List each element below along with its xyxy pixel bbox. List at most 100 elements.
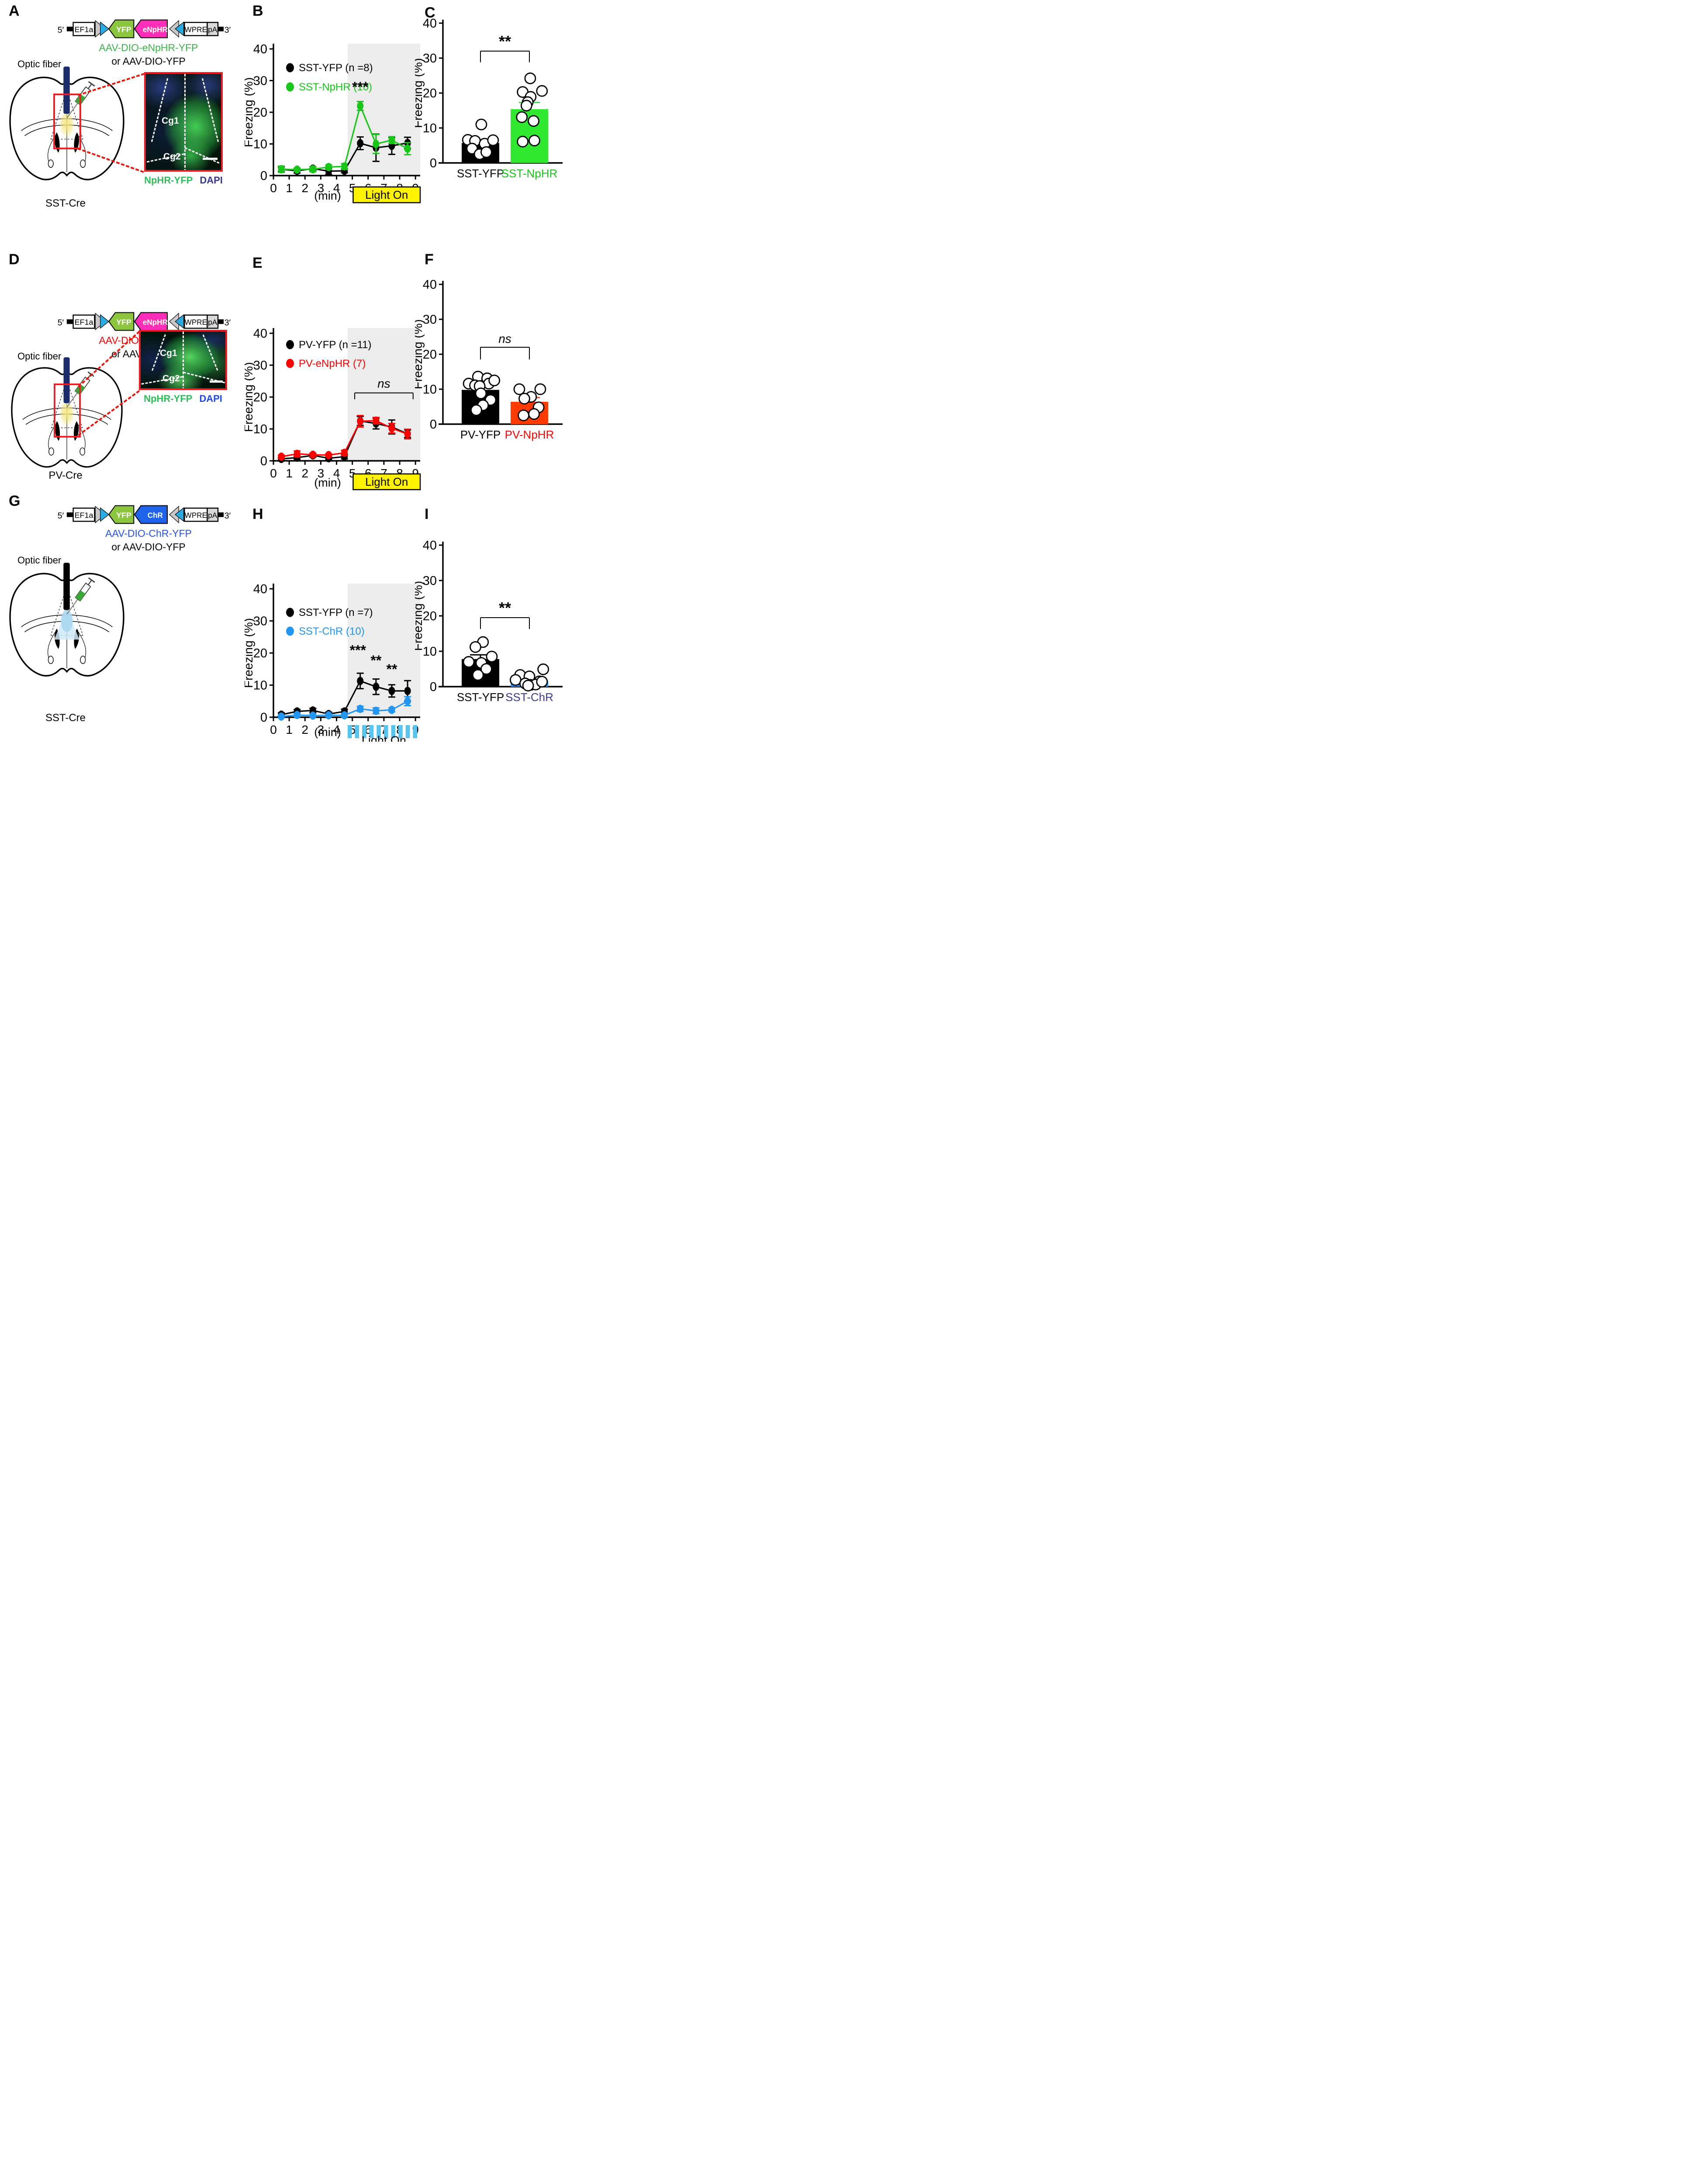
- promoter-box: [73, 508, 95, 522]
- aav-construct-diagram-d: 5′ EF1a YFP eNpHR WPRE pA 3′: [57, 310, 231, 335]
- data-point: [388, 424, 395, 433]
- significance-mark: **: [370, 653, 381, 668]
- light-pulse-dash: [347, 725, 352, 738]
- virus-name-control: or AAV-DIO-YFP: [111, 541, 186, 553]
- data-point: [341, 449, 348, 457]
- internal-nucleus: [48, 159, 54, 168]
- gene-yfp-label: YFP: [116, 318, 131, 326]
- scatter-point: [524, 72, 536, 84]
- bar-group-SST-ChR: [509, 663, 549, 691]
- significance-mark: **: [387, 661, 397, 677]
- series-SST-ChR (10): [278, 696, 411, 721]
- stain-dapi-label: DAPI: [199, 393, 222, 404]
- data-point: [388, 136, 395, 145]
- figure-page: A B C D E F G H I 5′ EF1a YFP eNpHR WPRE…: [0, 0, 564, 742]
- y-axis-label: Freezing (%): [415, 319, 425, 389]
- data-point: [341, 711, 348, 720]
- y-tick-label: 20: [423, 86, 437, 100]
- three-prime-label: 3′: [225, 25, 231, 35]
- y-tick-label: 20: [253, 106, 267, 120]
- panel-letter-b: B: [252, 3, 263, 19]
- y-axis-label: Freezing (%): [415, 58, 425, 128]
- data-point: [278, 712, 285, 721]
- backbone-segment: [66, 27, 73, 31]
- y-tick-label: 20: [253, 646, 267, 660]
- aav-construct-diagram-g: 5′ EF1a YFP ChR WPRE pA 3′: [57, 503, 231, 528]
- data-point: [404, 687, 411, 695]
- gene-yfp-label: YFP: [116, 25, 131, 34]
- bar-x-label: SST-NpHR: [501, 167, 558, 180]
- gene-opsin-box: [134, 19, 168, 38]
- x-axis-unit-label: (min): [314, 189, 341, 202]
- x-tick-label: 2: [301, 181, 308, 195]
- x-tick-label: 0: [270, 467, 277, 480]
- promoter-label: EF1a: [75, 511, 93, 519]
- gene-yfp-box: [108, 505, 135, 524]
- wpre-label: WPRE: [185, 318, 207, 326]
- internal-line: [77, 631, 86, 659]
- light-on-box: [352, 473, 421, 491]
- significance-mark: ***: [350, 642, 366, 658]
- lox-site-cyan-left-icon: [175, 507, 184, 522]
- legend-label: SST-YFP (n =7): [299, 607, 373, 619]
- scatter-point: [517, 135, 529, 148]
- y-tick-label: 10: [253, 138, 267, 152]
- scatter-point: [475, 387, 487, 400]
- data-point: [309, 165, 316, 173]
- y-tick-label: 0: [430, 156, 437, 170]
- bar-x-label: PV-YFP: [460, 428, 501, 441]
- y-tick-label: 10: [423, 645, 437, 659]
- scatter-point: [537, 663, 549, 675]
- y-tick-label: 40: [253, 582, 267, 596]
- significance-mark: ***: [352, 79, 369, 95]
- scatter-point: [463, 656, 475, 668]
- brain-diagram-sst-chr: [3, 563, 130, 700]
- series-PV-eNpHR (7): [278, 415, 411, 461]
- region-boundary-line: [201, 78, 219, 142]
- injection-glow: [60, 402, 74, 427]
- light-pulse-dash: [369, 725, 374, 738]
- lox-site-cyan-right-icon: [100, 507, 110, 522]
- scale-bar: [203, 158, 218, 160]
- bar-chart-sst-chr: 0 10 20 30 40 Freezing (%) SST-YFP SST-ChR **: [411, 515, 563, 714]
- line-chart-pv-enphr: 0 10 20 30 40 0 1 2 3 4 5 6 7 8 9 Freezing (%) (min) PV-Y…: [242, 258, 428, 496]
- panel-letter-d: D: [9, 251, 20, 268]
- promoter-label: EF1a: [75, 25, 93, 34]
- x-tick-label: 3: [318, 467, 325, 480]
- legend-label: PV-YFP (n =11): [299, 339, 372, 351]
- data-point: [357, 705, 364, 713]
- data-point: [357, 102, 364, 110]
- light-pulse-dash: [384, 725, 388, 738]
- y-tick-label: 10: [423, 121, 437, 135]
- data-point: [357, 677, 364, 685]
- lox-site-cyan-left-icon: [175, 314, 184, 329]
- scatter-point: [488, 374, 501, 387]
- x-tick-label: 4: [333, 181, 340, 195]
- bar-chart-pv-nphr: 0 10 20 30 40 Freezing (%) PV-YFP PV-NpHR ns: [411, 261, 563, 451]
- light-pulse-dash: [377, 725, 381, 738]
- bar-group-SST-YFP: [462, 118, 499, 163]
- scatter-point: [522, 680, 534, 691]
- y-axis-label: Freezing (%): [245, 618, 255, 688]
- data-point: [388, 687, 395, 695]
- region-label-cg1: Cg1: [160, 348, 177, 358]
- gene-yfp-box: [108, 19, 135, 38]
- gene-yfp-box: [108, 312, 135, 331]
- lox-site-cyan-right-icon: [100, 314, 110, 329]
- three-prime-label: 3′: [225, 318, 231, 328]
- stain-nphr-yfp-label: NpHR-YFP: [144, 175, 193, 186]
- scatter-point: [536, 85, 548, 97]
- x-tick-label: 3: [318, 181, 325, 195]
- chart-svg-I: 0 10 20 30 40 Freezing (%) SST-YFP SST-ChR **: [411, 539, 563, 704]
- virus-name-control: or AAV-DIO-YFP: [111, 55, 186, 67]
- x-tick-label: 3: [318, 723, 325, 736]
- backbone-segment: [66, 319, 73, 324]
- light-on-label: Light On: [365, 188, 408, 201]
- bar-x-label: SST-YFP: [457, 167, 504, 180]
- x-tick-label: 4: [333, 723, 340, 736]
- scatter-point: [520, 100, 532, 112]
- y-axis-label: Freezing (%): [245, 362, 255, 432]
- scatter-point: [480, 146, 492, 158]
